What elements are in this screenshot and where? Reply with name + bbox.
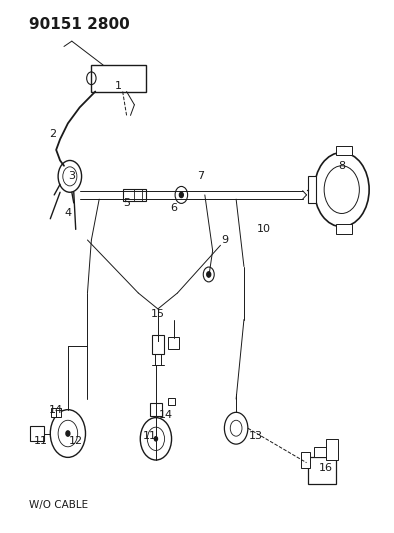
Text: 14: 14: [159, 410, 173, 420]
FancyBboxPatch shape: [30, 425, 44, 441]
Text: 11: 11: [143, 431, 157, 441]
FancyBboxPatch shape: [309, 176, 316, 203]
Text: 6: 6: [170, 203, 177, 213]
Text: 3: 3: [68, 172, 75, 181]
Text: 90151 2800: 90151 2800: [29, 17, 130, 33]
FancyBboxPatch shape: [314, 447, 330, 457]
FancyBboxPatch shape: [336, 146, 351, 155]
FancyBboxPatch shape: [336, 224, 351, 233]
Text: W/O CABLE: W/O CABLE: [29, 500, 88, 511]
FancyBboxPatch shape: [91, 65, 146, 92]
FancyBboxPatch shape: [152, 335, 164, 354]
Circle shape: [207, 272, 211, 277]
Text: 15: 15: [151, 309, 165, 319]
FancyBboxPatch shape: [52, 408, 61, 417]
Text: 1: 1: [115, 81, 122, 91]
Text: 7: 7: [197, 172, 204, 181]
Text: 8: 8: [338, 161, 345, 171]
Text: 14: 14: [49, 405, 63, 415]
FancyBboxPatch shape: [301, 452, 310, 468]
FancyBboxPatch shape: [123, 189, 146, 201]
Text: 11: 11: [33, 437, 48, 447]
Text: 12: 12: [69, 437, 83, 447]
Text: 16: 16: [319, 463, 333, 473]
FancyBboxPatch shape: [309, 457, 336, 484]
FancyBboxPatch shape: [150, 403, 162, 416]
Circle shape: [66, 431, 70, 436]
FancyBboxPatch shape: [168, 337, 178, 349]
Text: 5: 5: [123, 198, 130, 208]
FancyBboxPatch shape: [168, 398, 175, 406]
Text: 9: 9: [221, 235, 228, 245]
Text: 10: 10: [256, 224, 271, 235]
Circle shape: [154, 437, 158, 441]
Text: 2: 2: [49, 129, 56, 139]
Circle shape: [179, 192, 183, 198]
Text: 4: 4: [64, 208, 71, 219]
Text: 13: 13: [249, 431, 263, 441]
FancyBboxPatch shape: [326, 439, 338, 460]
